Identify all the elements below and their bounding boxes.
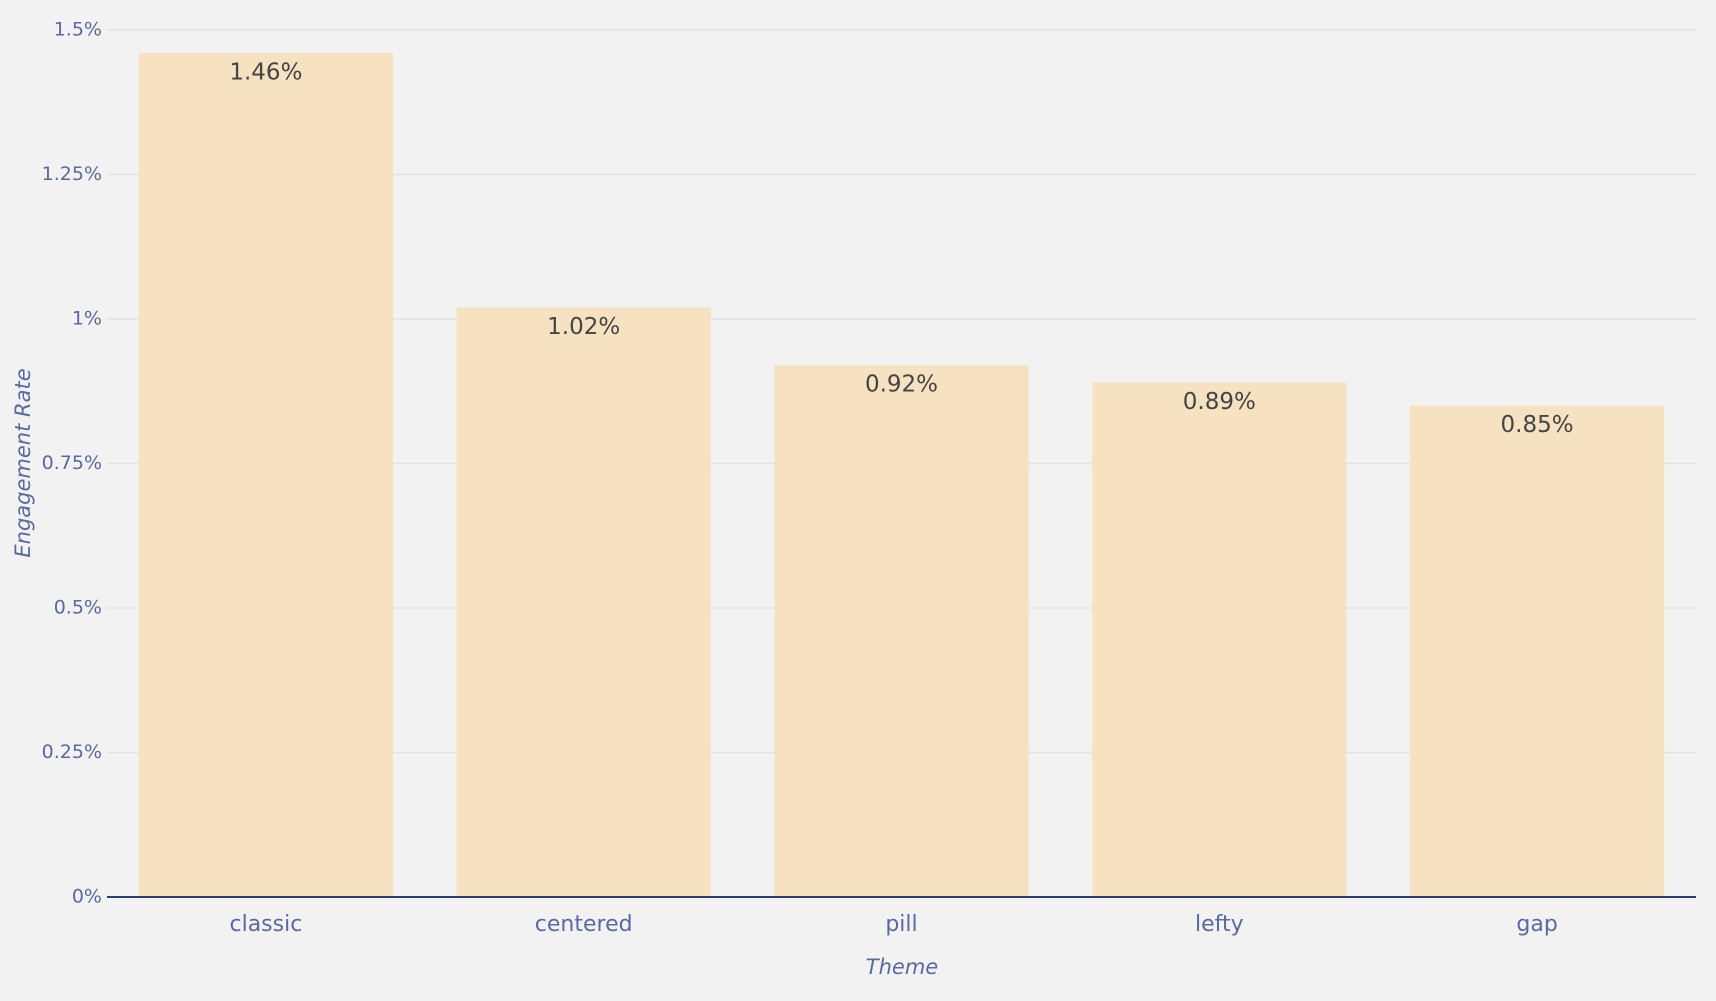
- y-tick-label: 0.75%: [42, 452, 102, 474]
- bar: [138, 53, 394, 898]
- x-tick-label: lefty: [1195, 912, 1244, 937]
- y-tick-label: 1.5%: [54, 19, 102, 41]
- x-tick-label: centered: [535, 912, 633, 937]
- x-tick-label: classic: [229, 912, 302, 937]
- y-axis-title: Engagement Rate: [11, 368, 35, 557]
- y-tick-label: 1.25%: [42, 163, 102, 185]
- data-label: 1.46%: [229, 60, 302, 86]
- bar: [1092, 382, 1347, 898]
- x-tick-label: gap: [1516, 912, 1557, 937]
- bar: [774, 365, 1029, 897]
- y-tick-label: 0.5%: [54, 597, 102, 619]
- data-label: 0.89%: [1183, 389, 1256, 415]
- x-axis-title: Theme: [866, 955, 938, 979]
- bar: [1409, 405, 1665, 897]
- x-tick-label: pill: [885, 912, 917, 937]
- data-label: 0.92%: [865, 372, 938, 398]
- data-label: 1.02%: [547, 314, 620, 340]
- y-tick-label: 0%: [72, 886, 102, 908]
- bar: [456, 307, 711, 897]
- y-tick-label: 0.25%: [42, 741, 102, 763]
- data-label: 0.85%: [1501, 412, 1574, 438]
- y-tick-label: 1%: [72, 308, 102, 330]
